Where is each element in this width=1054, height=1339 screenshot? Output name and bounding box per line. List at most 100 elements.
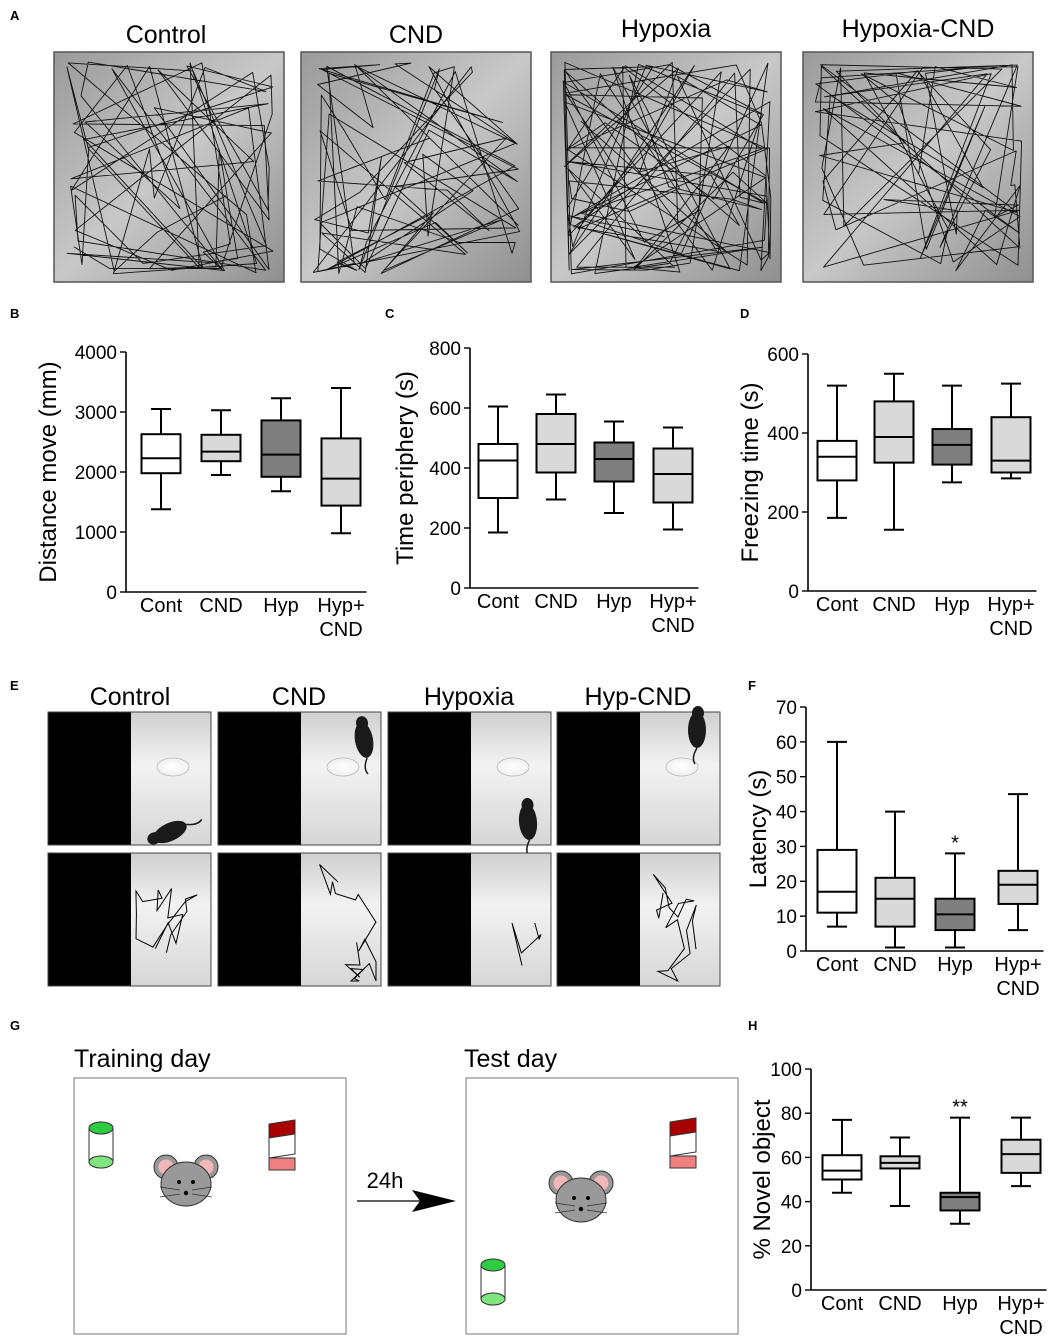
y-tick-label: 60 [781, 1148, 802, 1169]
ld-title-1: Control [90, 683, 171, 711]
mouse-head [692, 706, 704, 720]
box-4 [320, 387, 362, 535]
light-reflection [326, 757, 360, 777]
track-path [814, 64, 1023, 272]
mouse-whisker [191, 1186, 213, 1191]
y-tick-label: 70 [776, 698, 797, 719]
iqr-box [816, 848, 858, 914]
y-tick-label: 800 [429, 339, 461, 360]
frame-border [556, 711, 721, 846]
mouse-nose [578, 1206, 584, 1212]
panel-letter-e: E [10, 678, 19, 693]
mouse-silhouette [147, 819, 203, 845]
category-label: Hyp [596, 591, 632, 613]
category-label: CND [534, 591, 577, 613]
category-label: Hyp [934, 594, 970, 616]
light-reflection [156, 757, 190, 777]
ld-frame [556, 852, 721, 987]
box-3: ** [939, 1097, 981, 1225]
mouse-silhouette [354, 716, 374, 775]
iqr-box [997, 869, 1039, 905]
significance-marker: * [951, 832, 959, 854]
mouse-body [518, 804, 538, 840]
iqr-box [652, 447, 694, 504]
box-4 [1000, 1116, 1042, 1188]
box-object [669, 1117, 697, 1169]
y-tick-label: 1000 [75, 523, 117, 544]
iqr-box [1000, 1138, 1042, 1174]
category-label: Hyp+ [987, 594, 1034, 616]
box-bottom [669, 1155, 697, 1169]
panel-letter-a: A [10, 8, 20, 23]
track-path [652, 874, 697, 983]
iqr-box [873, 400, 915, 464]
panel-letter-b: B [10, 306, 19, 321]
y-axis-label: Distance move (mm) [35, 361, 62, 582]
box-3 [931, 384, 973, 484]
box-middle [268, 1133, 296, 1159]
category-label: Cont [816, 954, 859, 976]
box-2 [873, 372, 915, 531]
mouse-head [555, 1177, 607, 1223]
light-compartment [301, 853, 381, 986]
mouse-body [354, 722, 374, 758]
y-tick-label: 0 [450, 579, 461, 600]
category-label: CND [878, 1293, 921, 1315]
category-label: CND [872, 594, 915, 616]
panel-letter-g: G [10, 1018, 20, 1033]
ld-frame [217, 852, 382, 987]
frame-border [217, 852, 382, 987]
frame-border [47, 852, 212, 987]
test-day-label: Test day [464, 1045, 558, 1073]
box-2 [879, 1136, 921, 1208]
y-tick-label: 30 [776, 837, 797, 858]
box-2 [535, 393, 577, 501]
chart-b: 0 1000 2000 3000 4000 Distance move (mm) Cont C… [35, 343, 367, 641]
mouse-eye [177, 1180, 181, 1184]
mouse-tail [692, 747, 698, 765]
arrow-icon [357, 1190, 456, 1212]
box-4 [997, 793, 1039, 932]
category-label: Hyp+ [649, 591, 696, 613]
track-path [511, 922, 542, 966]
box-1 [477, 405, 519, 534]
arena-title-4: Hypoxia-CND [842, 15, 995, 43]
mouse-tail [364, 757, 369, 775]
significance-marker: ** [952, 1097, 968, 1119]
mouse-head [356, 716, 369, 731]
iqr-box [593, 441, 635, 483]
iqr-box [990, 416, 1032, 474]
box-2 [200, 409, 242, 476]
category-label: Cont [140, 595, 183, 617]
ld-title-3: Hypoxia [424, 683, 514, 711]
mouse-illustration [153, 1154, 219, 1207]
training-day-label: Training day [74, 1045, 211, 1073]
y-tick-label: 20 [776, 872, 797, 893]
mouse-whisker [554, 1209, 576, 1214]
box-4 [652, 426, 694, 531]
y-tick-label: 0 [786, 942, 797, 963]
iqr-box [939, 1191, 981, 1212]
panel-letter-c: C [385, 306, 395, 321]
iqr-box [140, 433, 182, 475]
box-1 [816, 384, 858, 519]
y-tick-label: 4000 [75, 343, 117, 364]
arena-title-3: Hypoxia [621, 15, 711, 43]
iqr-box [320, 437, 362, 507]
cylinder-top [480, 1258, 506, 1272]
y-tick-label: 600 [429, 399, 461, 420]
ld-title-2: CND [272, 683, 326, 711]
mouse-eye [191, 1180, 195, 1184]
ld-frame [47, 852, 212, 987]
iqr-box [477, 443, 519, 499]
cylinder-base [480, 1292, 506, 1306]
box-object [268, 1119, 296, 1171]
mouse-illustration [548, 1170, 614, 1223]
ld-frame [556, 706, 721, 846]
box-2 [874, 810, 916, 949]
mouse-body [688, 712, 706, 748]
y-tick-label: 400 [767, 424, 799, 445]
box-1 [140, 408, 182, 511]
y-axis-label: Latency (s) [745, 770, 772, 889]
